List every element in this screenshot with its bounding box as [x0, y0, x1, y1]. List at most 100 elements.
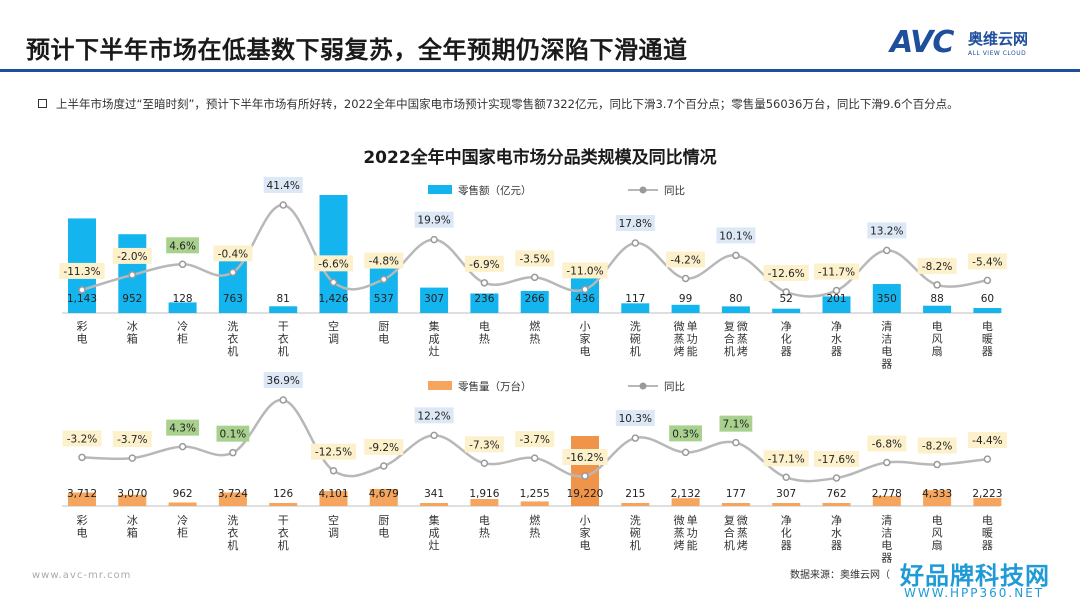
- category-label: 洗: [227, 320, 238, 333]
- bar: [420, 287, 449, 313]
- category-label: 厨: [378, 320, 389, 333]
- yoy-label: -7.3%: [469, 439, 499, 451]
- legend-line-marker: [639, 382, 647, 390]
- yoy-point: [732, 251, 740, 260]
- bar-value-label: 19,220: [567, 488, 604, 500]
- yoy-point: [883, 458, 891, 467]
- category-label: 单: [687, 320, 698, 333]
- category-label: 灶: [429, 345, 440, 358]
- avc-logo: AVC 奥维云网 ALL VIEW CLOUD: [890, 28, 1060, 64]
- yoy-label: -3.2%: [67, 433, 97, 445]
- category-label: 复: [724, 319, 735, 333]
- yoy-label-bg: [213, 245, 253, 262]
- category-label: 单: [687, 514, 698, 527]
- category-label: 集: [429, 513, 440, 527]
- category-label: 暖: [982, 527, 993, 540]
- legend-line-marker: [639, 186, 647, 194]
- yoy-label: 10.1%: [719, 230, 752, 242]
- category-label: 冷: [177, 514, 188, 527]
- category-label: 机: [630, 538, 641, 552]
- yoy-label: 4.6%: [169, 240, 196, 252]
- yoy-label-bg: [414, 407, 454, 424]
- yoy-point: [933, 460, 941, 469]
- bar-value-label: 537: [374, 293, 394, 305]
- watermark-cn: 好品牌科技网: [900, 562, 1050, 590]
- yoy-point: [329, 278, 338, 287]
- yoy-label-bg: [364, 438, 404, 455]
- category-label: 蒸: [737, 527, 748, 540]
- category-label: 集: [429, 319, 440, 333]
- category-label: 厨: [378, 514, 389, 527]
- bar: [168, 302, 197, 313]
- category-label: 电: [982, 514, 993, 527]
- watermark: 好品牌科技网 WWW.HPP360.NET: [900, 556, 1070, 602]
- yoy-point: [681, 448, 690, 457]
- yoy-point: [128, 454, 137, 462]
- category-label: 热: [529, 333, 540, 346]
- category-label: 洁: [881, 333, 892, 346]
- bar-value-label: 4,101: [318, 488, 348, 500]
- bar: [721, 503, 750, 506]
- category-label: 柜: [177, 527, 188, 540]
- yoy-label: -11.3%: [63, 266, 100, 278]
- category-label: 电: [580, 345, 591, 358]
- category-label: 电: [932, 320, 943, 333]
- yoy-point: [581, 285, 589, 294]
- category-label: 小: [580, 320, 591, 333]
- category-label: 灶: [429, 539, 440, 552]
- category-label: 机: [724, 538, 735, 552]
- bar: [973, 308, 1002, 313]
- yoy-label: -12.5%: [315, 447, 352, 459]
- category-label: 扇: [932, 344, 943, 358]
- bar-value-label: 1,143: [67, 293, 97, 305]
- yoy-label: -8.2%: [922, 261, 952, 273]
- summary-text: 上半年市场度过“至暗时刻”，预计下半年市场有所好转，2022全年中国家电市场预计…: [56, 97, 959, 111]
- bar-value-label: 307: [776, 488, 796, 500]
- yoy-point: [832, 474, 841, 482]
- category-label: 小: [580, 514, 591, 527]
- category-label: 器: [881, 358, 892, 371]
- category-label: 微: [674, 319, 685, 333]
- yoy-point: [631, 434, 640, 442]
- yoy-label-bg: [967, 253, 1007, 270]
- chart-title: 2022全年中国家电市场分品类规模及同比情况: [363, 148, 717, 168]
- logo-en: ALL VIEW CLOUD: [968, 50, 1027, 57]
- bar-value-label: 126: [273, 488, 293, 500]
- yoy-label: 13.2%: [870, 225, 903, 237]
- legend-bar-swatch: [428, 381, 452, 390]
- bar: [470, 499, 499, 506]
- yoy-point: [380, 462, 388, 470]
- category-label: 器: [831, 539, 842, 552]
- yoy-label-bg: [562, 262, 608, 279]
- yoy-point: [128, 271, 137, 279]
- yoy-label: -12.6%: [768, 268, 805, 280]
- category-label: 洁: [881, 527, 892, 540]
- category-label: 热: [479, 527, 490, 540]
- bar: [822, 503, 851, 506]
- bar: [621, 303, 650, 313]
- bar: [671, 304, 700, 313]
- bar: [470, 293, 499, 313]
- yoy-point: [178, 260, 187, 269]
- category-label: 碗: [630, 332, 641, 346]
- category-label: 能: [687, 344, 698, 358]
- bar-value-label: 52: [780, 293, 793, 305]
- bar: [319, 491, 348, 506]
- bar: [269, 503, 298, 506]
- bar-value-label: 128: [173, 293, 193, 305]
- bar: [721, 306, 750, 313]
- yoy-label: 17.8%: [619, 218, 652, 230]
- yoy-label-bg: [464, 255, 504, 272]
- bar-value-label: 1,916: [469, 488, 499, 500]
- category-label: 干: [278, 514, 289, 527]
- yoy-label-bg: [59, 262, 105, 279]
- bar: [218, 492, 247, 506]
- category-label: 器: [781, 345, 792, 358]
- category-label: 机: [724, 344, 735, 358]
- category-label: 微: [674, 513, 685, 527]
- category-label: 干: [278, 320, 289, 333]
- yoy-point: [631, 239, 640, 247]
- category-label: 成: [429, 333, 440, 346]
- bar-value-label: 350: [877, 293, 897, 305]
- category-label: 微: [737, 319, 748, 333]
